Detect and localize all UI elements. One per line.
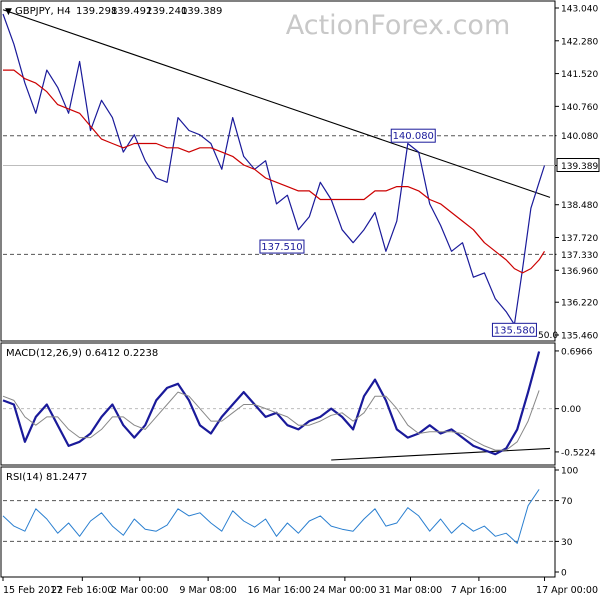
annotation-box [491,322,537,337]
macd-layer: 0.6966 0.00 -0.5224 [2,347,596,461]
y-tick-label: 138.480 [561,201,598,211]
x-tick-label: 9 Mar 08:00 [179,585,236,596]
y-tick-label: 136.960 [561,267,598,277]
x-tick-label: 7 Apr 16:00 [451,585,507,596]
rsi-layer: 100 70 30 0 [2,467,578,579]
ohlc-low: 139.240 [146,6,187,17]
y-tick-label: 142.280 [561,37,598,47]
y-tick-label: 141.520 [561,70,598,80]
y-tick-label: 140.760 [561,103,598,113]
price-title: GBPJPY, H4 [15,6,71,17]
series-line [2,390,540,451]
x-tick-label: 22 Feb 16:00 [51,585,113,596]
y-tick-label: 30 [561,538,573,548]
rsi-panel [0,466,556,578]
x-tick-label: 15 Feb 2017 [3,585,62,596]
y-tick-label: 137.330 [561,251,598,261]
y-tick-box [556,246,600,261]
trendline [331,447,551,461]
y-tick-label: -0.5224 [561,448,596,458]
y-tick-label: 139.389 [561,162,598,172]
x-tick-label: 16 Mar 16:00 [248,585,311,596]
annotation-box [390,128,436,143]
price-panel [0,0,556,342]
y-tick-label: 137.720 [561,234,598,244]
annotation-box [259,239,305,254]
annotation-label: 135.580 [494,325,535,336]
price-corner-label: 50.0 [538,331,558,341]
series-line [2,13,546,326]
x-tick-label: 17 Apr 00:00 [536,585,598,596]
y-tick-label: 70 [561,497,573,507]
y-tick-label: 100 [561,467,578,477]
x-tick-label: 24 Mar 00:00 [313,585,376,596]
ohlc-close: 139.389 [181,6,222,17]
rsi-title: RSI(14) 81.2477 [6,472,87,483]
ohlc-high: 139.492 [111,6,152,17]
y-tick-label: 136.220 [561,299,598,309]
series-line [2,351,541,456]
price-layer: 143.040 142.280 141.520 140.760 140.080 139.3… [2,5,600,342]
trendline [2,9,551,198]
y-tick-label: 0.6966 [561,347,593,357]
y-tick-label: 140.080 [561,132,598,142]
y-tick-label: 143.040 [561,5,598,15]
x-tick-label: 2 Mar 00:00 [111,585,168,596]
watermark: ActionForex.com [286,10,511,41]
annotation-label: 137.510 [261,242,302,253]
y-tick-label: 0 [561,569,567,579]
y-tick-label: 135.460 [561,332,598,342]
y-tick-box [556,128,600,143]
y-tick-box [556,158,600,173]
series-line [2,489,540,544]
macd-title: MACD(12,26,9) 0.6412 0.2238 [6,348,158,359]
macd-panel [0,342,556,466]
y-tick-label: 0.00 [561,405,581,415]
ohlc-open: 139.298 [76,6,117,17]
x-tick-label: 31 Mar 08:00 [379,585,442,596]
annotation-label: 140.080 [393,131,434,142]
series-line [3,69,546,274]
